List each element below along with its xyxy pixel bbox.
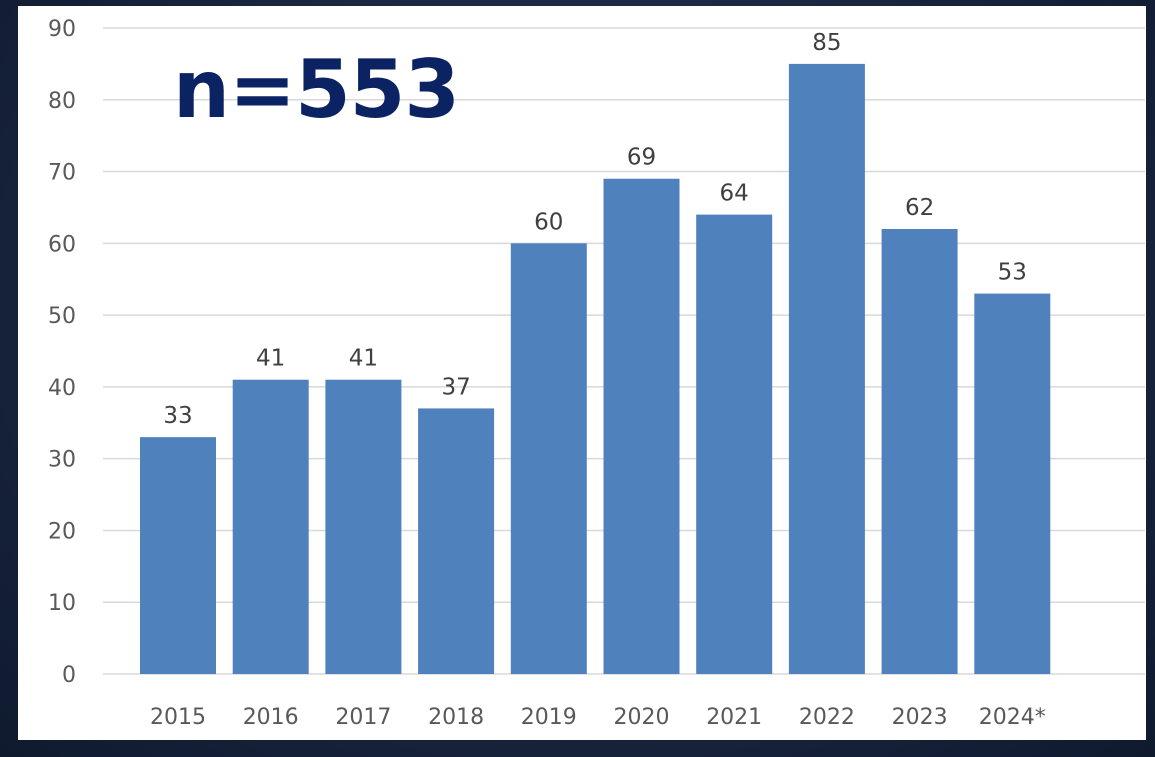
- y-tick-label: 80: [48, 89, 76, 114]
- y-tick-label: 0: [62, 663, 76, 688]
- data-label: 41: [256, 346, 285, 372]
- bar-2018: [418, 408, 495, 674]
- x-tick-label: 2020: [614, 705, 670, 730]
- bar-2017: [325, 379, 402, 674]
- x-tick-label: 2017: [335, 705, 391, 730]
- sample-size-annotation: n=553: [173, 43, 460, 136]
- bars: [140, 63, 1051, 675]
- x-tick-label: 2016: [243, 705, 299, 730]
- data-label: 60: [534, 209, 563, 235]
- data-label: 33: [163, 403, 192, 429]
- bar-2024: [974, 293, 1051, 674]
- x-tick-label: 2022: [799, 705, 855, 730]
- data-labels: 33 41 41 37 60 69 64 85 62 53: [163, 30, 1027, 429]
- bar-2022: [788, 63, 865, 674]
- data-label: 37: [441, 374, 470, 400]
- data-label: 62: [905, 195, 934, 221]
- y-tick-label: 60: [48, 232, 76, 257]
- chart-panel: 0 10 20 30 40 50 60 70 80 90 33 41 41 37 60 69 64 85 62 53…: [18, 6, 1146, 740]
- x-tick-label: 2021: [706, 705, 762, 730]
- y-tick-label: 30: [48, 448, 76, 473]
- x-tick-label: 2015: [150, 705, 206, 730]
- data-label: 41: [349, 346, 378, 372]
- x-tick-label: 2018: [428, 705, 484, 730]
- y-axis-tick-labels: 0 10 20 30 40 50 60 70 80 90: [48, 17, 76, 688]
- data-label: 53: [998, 260, 1027, 286]
- bar-2015: [140, 437, 216, 674]
- bar-2020: [603, 178, 680, 674]
- y-tick-label: 70: [48, 161, 76, 186]
- x-tick-label: 2019: [521, 705, 577, 730]
- y-tick-label: 20: [48, 519, 76, 544]
- bar-2021: [696, 214, 773, 674]
- y-tick-label: 50: [48, 304, 76, 329]
- data-label: 85: [812, 30, 841, 56]
- bar-2016: [232, 379, 309, 674]
- x-axis-tick-labels: 2015 2016 2017 2018 2019 2020 2021 2022 2023 2024…: [150, 705, 1046, 730]
- bar-2019: [510, 243, 587, 675]
- y-tick-label: 40: [48, 376, 76, 401]
- data-label: 69: [627, 145, 656, 171]
- x-tick-label: 2024*: [979, 705, 1046, 730]
- y-tick-label: 10: [48, 591, 76, 616]
- bar-2023: [881, 228, 958, 674]
- y-tick-label: 90: [48, 17, 76, 42]
- bar-chart: 0 10 20 30 40 50 60 70 80 90 33 41 41 37 60 69 64 85 62 53…: [48, 17, 1145, 730]
- data-label: 64: [720, 181, 749, 207]
- x-tick-label: 2023: [892, 705, 948, 730]
